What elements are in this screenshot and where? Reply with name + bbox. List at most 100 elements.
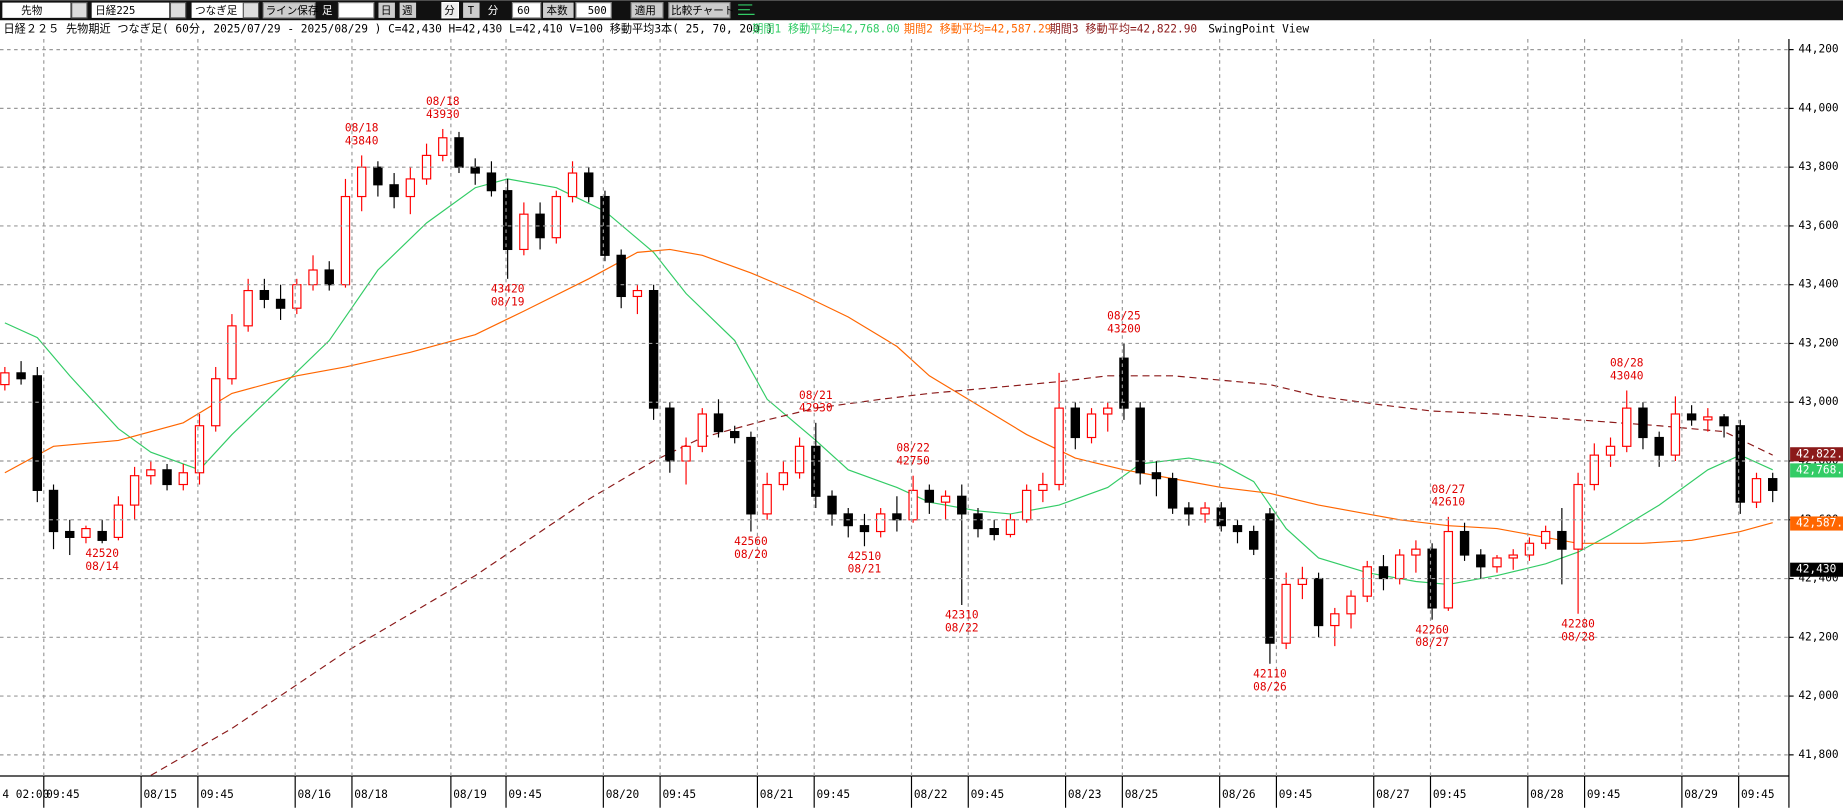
swing-label: 08/20 bbox=[734, 548, 768, 561]
price-marker-label: 42,768.0 bbox=[1796, 463, 1843, 476]
button-apply[interactable]: 適用 bbox=[635, 4, 656, 17]
swing-label: 43040 bbox=[1610, 369, 1644, 382]
x-tick-label: 09:45 bbox=[1741, 788, 1775, 801]
candle-body bbox=[1411, 548, 1421, 556]
swing-label: 42310 bbox=[945, 609, 979, 622]
swing-label: 43930 bbox=[426, 108, 460, 121]
input[interactable] bbox=[511, 2, 542, 19]
select-index[interactable]: 日経225 bbox=[95, 4, 135, 17]
button-week[interactable]: 週 bbox=[402, 5, 413, 17]
x-tick-label: 08/25 bbox=[1125, 788, 1159, 801]
button[interactable] bbox=[463, 2, 480, 18]
price-marker-label: 42,587.2 bbox=[1796, 517, 1843, 530]
label: 本数 bbox=[547, 4, 569, 17]
y-tick-label: 43,200 bbox=[1798, 336, 1838, 349]
candle-body bbox=[827, 495, 837, 515]
candle-body bbox=[746, 436, 756, 515]
candle-body bbox=[1540, 530, 1551, 544]
swing-label: 08/14 bbox=[85, 560, 119, 573]
candle-body bbox=[1394, 554, 1405, 580]
x-tick-label: 09:45 bbox=[508, 788, 542, 801]
input-minutes[interactable]: 60 bbox=[517, 5, 530, 17]
select-chain[interactable]: つなぎ足 bbox=[195, 4, 238, 17]
candle-body bbox=[762, 483, 772, 515]
candle-body bbox=[811, 445, 821, 497]
button-compare[interactable]: 比較チャート bbox=[671, 4, 734, 17]
button-day[interactable]: 日 bbox=[381, 5, 392, 17]
candle-body bbox=[1735, 425, 1745, 503]
x-tick-label: 08/19 bbox=[453, 788, 487, 801]
button[interactable] bbox=[668, 2, 731, 19]
candle-body bbox=[486, 172, 497, 192]
candle-body bbox=[1719, 416, 1729, 427]
candle-body bbox=[794, 445, 805, 474]
moving-average-line bbox=[150, 375, 1773, 776]
swing-label: 42260 bbox=[1415, 623, 1449, 636]
candle-body bbox=[1508, 554, 1518, 559]
header-ma1: 期間1 移動平均=42,768.00 bbox=[752, 22, 900, 36]
candle-body bbox=[551, 195, 562, 239]
select-box[interactable] bbox=[2, 2, 71, 18]
button[interactable] bbox=[262, 2, 316, 19]
label: 分 bbox=[488, 5, 499, 17]
candle-body bbox=[1167, 478, 1178, 509]
y-tick-label: 43,000 bbox=[1798, 395, 1838, 408]
candle-body bbox=[875, 513, 886, 533]
header: 日経２２５ 先物期近 つなぎ足( 60分, 2025/07/29 - 2025/… bbox=[4, 22, 1310, 36]
icon[interactable] bbox=[738, 4, 755, 15]
candle-body bbox=[1330, 613, 1340, 627]
select-market[interactable]: 先物 bbox=[21, 4, 43, 17]
x-tick-label: 09:45 bbox=[817, 788, 851, 801]
candle-body bbox=[1346, 595, 1356, 615]
candle-body bbox=[924, 489, 935, 503]
candle-body bbox=[1703, 416, 1713, 421]
input[interactable] bbox=[337, 2, 375, 19]
dropdown-button[interactable] bbox=[169, 2, 187, 19]
price-marker bbox=[1790, 516, 1843, 531]
candle-body bbox=[697, 413, 707, 447]
candle-body bbox=[1216, 507, 1226, 527]
candle-body bbox=[973, 513, 983, 530]
swing-label: 08/22 bbox=[896, 442, 930, 455]
select-box[interactable] bbox=[91, 2, 170, 18]
header-info: 日経２２５ 先物期近 つなぎ足( 60分, 2025/07/29 - 2025/… bbox=[4, 22, 773, 36]
swing-label: 08/22 bbox=[945, 621, 979, 634]
button-save-line[interactable]: ライン保存 bbox=[266, 4, 319, 17]
x-tick-label: 09:45 bbox=[1587, 788, 1621, 801]
candle-body bbox=[1054, 407, 1064, 486]
swing-label: 42520 bbox=[85, 547, 119, 560]
swing-label: 42280 bbox=[1561, 617, 1595, 630]
x-tick-label: 09:45 bbox=[200, 788, 234, 801]
candle-body bbox=[1232, 525, 1243, 533]
candle-body bbox=[1654, 436, 1664, 456]
swing-label: 08/21 bbox=[799, 389, 833, 402]
price-marker-label: 42,430 bbox=[1796, 563, 1836, 576]
x-tick-label: 08/22 bbox=[914, 788, 948, 801]
swing-label: 08/18 bbox=[426, 95, 460, 108]
dropdown-button[interactable] bbox=[242, 2, 260, 19]
candle-body bbox=[97, 530, 107, 541]
price-marker-label: 42,822.9 bbox=[1796, 447, 1843, 460]
button-minute[interactable]: 分 bbox=[444, 5, 455, 17]
button-tick[interactable]: T bbox=[468, 5, 475, 17]
label: 足 bbox=[322, 5, 333, 17]
candle-body bbox=[1557, 530, 1567, 550]
candle-body bbox=[632, 289, 643, 298]
candle-body bbox=[1459, 530, 1470, 556]
candle-body bbox=[0, 372, 10, 386]
swing-label: 08/26 bbox=[1253, 680, 1287, 693]
select-box[interactable] bbox=[191, 2, 244, 18]
candle-body bbox=[1443, 530, 1454, 609]
button[interactable] bbox=[630, 2, 664, 19]
button[interactable] bbox=[378, 2, 395, 18]
candle-body bbox=[1086, 413, 1097, 439]
swing-label: 08/28 bbox=[1610, 356, 1644, 369]
dropdown-button[interactable] bbox=[71, 2, 88, 19]
swing-label: 08/19 bbox=[491, 295, 525, 308]
button[interactable] bbox=[441, 2, 459, 19]
input[interactable] bbox=[575, 2, 612, 19]
button[interactable] bbox=[399, 2, 417, 18]
y-tick-label: 43,800 bbox=[1798, 160, 1838, 173]
input-count[interactable]: 500 bbox=[588, 5, 607, 17]
candle-body bbox=[129, 475, 140, 506]
